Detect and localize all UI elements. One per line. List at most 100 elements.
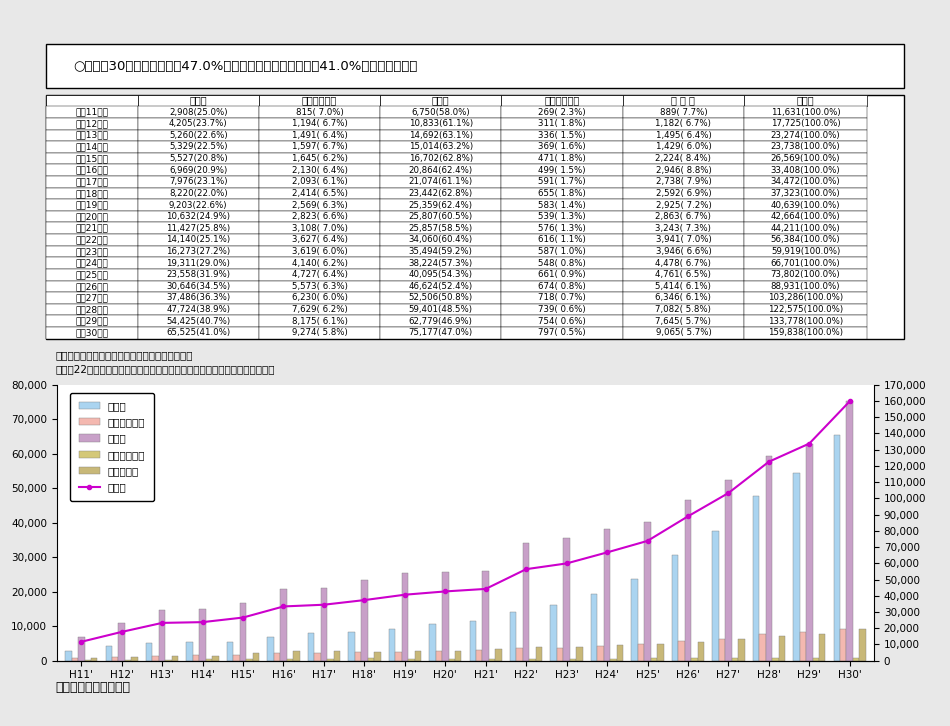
総　数: [763, 457, 774, 466]
Bar: [308, 633, 314, 661]
Bar: [91, 658, 98, 661]
Bar: [550, 605, 557, 661]
Bar: [476, 650, 483, 661]
Text: 34,060(60.4%): 34,060(60.4%): [408, 235, 473, 245]
FancyBboxPatch shape: [502, 118, 623, 129]
Bar: [314, 653, 321, 661]
Bar: [395, 652, 402, 661]
Text: 平成11年度: 平成11年度: [75, 107, 108, 117]
Text: 6,346( 6.1%): 6,346( 6.1%): [656, 293, 712, 303]
FancyBboxPatch shape: [744, 211, 867, 222]
FancyBboxPatch shape: [258, 187, 380, 199]
FancyBboxPatch shape: [623, 152, 744, 164]
FancyBboxPatch shape: [380, 129, 502, 141]
Text: 2,569( 6.3%): 2,569( 6.3%): [292, 200, 348, 210]
Text: 11,427(25.8%): 11,427(25.8%): [166, 224, 230, 233]
Text: 66,701(100.0%): 66,701(100.0%): [770, 258, 841, 268]
Bar: [725, 480, 732, 661]
総　数: [804, 439, 815, 448]
Text: 46,624(52.4%): 46,624(52.4%): [408, 282, 473, 291]
FancyBboxPatch shape: [744, 234, 867, 245]
FancyBboxPatch shape: [47, 269, 138, 280]
Text: 815( 7.0%): 815( 7.0%): [295, 107, 343, 117]
Bar: [840, 629, 846, 661]
Text: 9,065( 5.7%): 9,065( 5.7%): [656, 328, 712, 338]
Text: 平成27年度: 平成27年度: [75, 293, 108, 303]
FancyBboxPatch shape: [380, 269, 502, 280]
Text: 2,738( 7.9%): 2,738( 7.9%): [656, 177, 712, 187]
Text: 8,175( 6.1%): 8,175( 6.1%): [292, 317, 348, 326]
Text: 3,619( 6.0%): 3,619( 6.0%): [292, 247, 348, 256]
Bar: [448, 658, 455, 661]
Text: 平成16年度: 平成16年度: [75, 166, 108, 175]
Text: 23,442(62.8%): 23,442(62.8%): [408, 189, 473, 198]
FancyBboxPatch shape: [623, 94, 744, 106]
Bar: [738, 639, 745, 661]
Bar: [719, 639, 725, 661]
Text: 35,494(59.2%): 35,494(59.2%): [408, 247, 473, 256]
FancyBboxPatch shape: [258, 94, 380, 106]
FancyBboxPatch shape: [623, 141, 744, 152]
FancyBboxPatch shape: [47, 292, 138, 303]
Text: 16,702(62.8%): 16,702(62.8%): [408, 154, 473, 163]
FancyBboxPatch shape: [502, 187, 623, 199]
FancyBboxPatch shape: [47, 199, 138, 211]
FancyBboxPatch shape: [138, 327, 258, 338]
FancyBboxPatch shape: [502, 141, 623, 152]
Bar: [414, 650, 421, 661]
Bar: [152, 656, 159, 661]
FancyBboxPatch shape: [502, 199, 623, 211]
FancyBboxPatch shape: [380, 94, 502, 106]
Text: 548( 0.8%): 548( 0.8%): [539, 258, 586, 268]
Bar: [112, 656, 119, 661]
Text: 6,750(58.0%): 6,750(58.0%): [411, 107, 470, 117]
Bar: [529, 658, 536, 661]
Text: 311( 1.8%): 311( 1.8%): [539, 119, 586, 129]
FancyBboxPatch shape: [47, 94, 138, 106]
Bar: [361, 580, 368, 661]
Text: 369( 1.6%): 369( 1.6%): [539, 142, 586, 152]
Text: 平成26年度: 平成26年度: [75, 282, 108, 291]
FancyBboxPatch shape: [258, 234, 380, 245]
総　数: [318, 600, 330, 609]
FancyBboxPatch shape: [623, 129, 744, 141]
FancyBboxPatch shape: [138, 269, 258, 280]
Bar: [759, 635, 766, 661]
FancyBboxPatch shape: [380, 245, 502, 257]
FancyBboxPatch shape: [47, 152, 138, 164]
Text: 133,778(100.0%): 133,778(100.0%): [768, 317, 844, 326]
Text: 11,631(100.0%): 11,631(100.0%): [770, 107, 841, 117]
Text: 889( 7.7%): 889( 7.7%): [659, 107, 707, 117]
FancyBboxPatch shape: [623, 327, 744, 338]
FancyBboxPatch shape: [138, 303, 258, 315]
FancyBboxPatch shape: [502, 327, 623, 338]
Bar: [119, 624, 125, 661]
Text: 21,074(61.1%): 21,074(61.1%): [408, 177, 473, 187]
Text: 7,629( 6.2%): 7,629( 6.2%): [292, 305, 348, 314]
FancyBboxPatch shape: [47, 303, 138, 315]
Text: 40,639(100.0%): 40,639(100.0%): [770, 200, 841, 210]
FancyBboxPatch shape: [744, 199, 867, 211]
Text: 2,946( 8.8%): 2,946( 8.8%): [656, 166, 712, 175]
Text: 14,140(25.1%): 14,140(25.1%): [166, 235, 230, 245]
FancyBboxPatch shape: [744, 245, 867, 257]
Bar: [146, 643, 152, 661]
FancyBboxPatch shape: [47, 106, 138, 118]
Bar: [637, 645, 644, 661]
総　数: [76, 637, 87, 646]
Bar: [793, 473, 800, 661]
Bar: [246, 659, 253, 661]
FancyBboxPatch shape: [623, 164, 744, 176]
Text: 23,274(100.0%): 23,274(100.0%): [770, 131, 841, 140]
Text: 総　数: 総 数: [797, 96, 814, 105]
Text: 25,359(62.4%): 25,359(62.4%): [408, 200, 473, 210]
FancyBboxPatch shape: [138, 152, 258, 164]
Bar: [678, 642, 685, 661]
Bar: [806, 444, 812, 661]
Bar: [632, 579, 637, 661]
Text: 797( 0.5%): 797( 0.5%): [539, 328, 586, 338]
Bar: [280, 589, 287, 661]
Text: 平成14年度: 平成14年度: [75, 142, 108, 152]
Text: 19,311(29.0%): 19,311(29.0%): [166, 258, 230, 268]
FancyBboxPatch shape: [380, 222, 502, 234]
